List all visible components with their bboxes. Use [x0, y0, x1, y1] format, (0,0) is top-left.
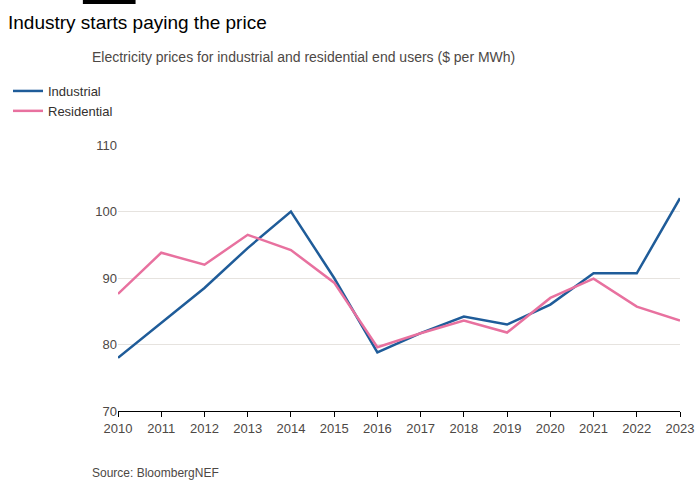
svg-text:2020: 2020 [536, 421, 565, 436]
svg-text:Residential: Residential [48, 104, 112, 119]
svg-text:2023: 2023 [666, 421, 695, 436]
svg-text:80: 80 [103, 337, 117, 352]
svg-text:2016: 2016 [363, 421, 392, 436]
svg-text:2017: 2017 [406, 421, 435, 436]
svg-text:Electricity prices for industr: Electricity prices for industrial and re… [92, 49, 515, 65]
svg-text:2010: 2010 [104, 421, 133, 436]
svg-text:2021: 2021 [579, 421, 608, 436]
svg-text:2022: 2022 [622, 421, 651, 436]
svg-text:2011: 2011 [147, 421, 175, 436]
svg-text:Industry starts paying the pri: Industry starts paying the price [8, 12, 267, 33]
svg-text:2012: 2012 [190, 421, 219, 436]
svg-text:100: 100 [95, 204, 117, 219]
svg-text:2014: 2014 [276, 421, 305, 436]
svg-text:2018: 2018 [449, 421, 478, 436]
svg-text:Source: BloombergNEF: Source: BloombergNEF [92, 466, 219, 480]
svg-text:Industrial: Industrial [48, 84, 101, 99]
svg-text:2015: 2015 [320, 421, 349, 436]
svg-text:2013: 2013 [233, 421, 262, 436]
svg-text:110: 110 [96, 138, 117, 153]
svg-text:70: 70 [103, 404, 117, 419]
svg-text:90: 90 [103, 271, 117, 286]
svg-text:2019: 2019 [493, 421, 522, 436]
